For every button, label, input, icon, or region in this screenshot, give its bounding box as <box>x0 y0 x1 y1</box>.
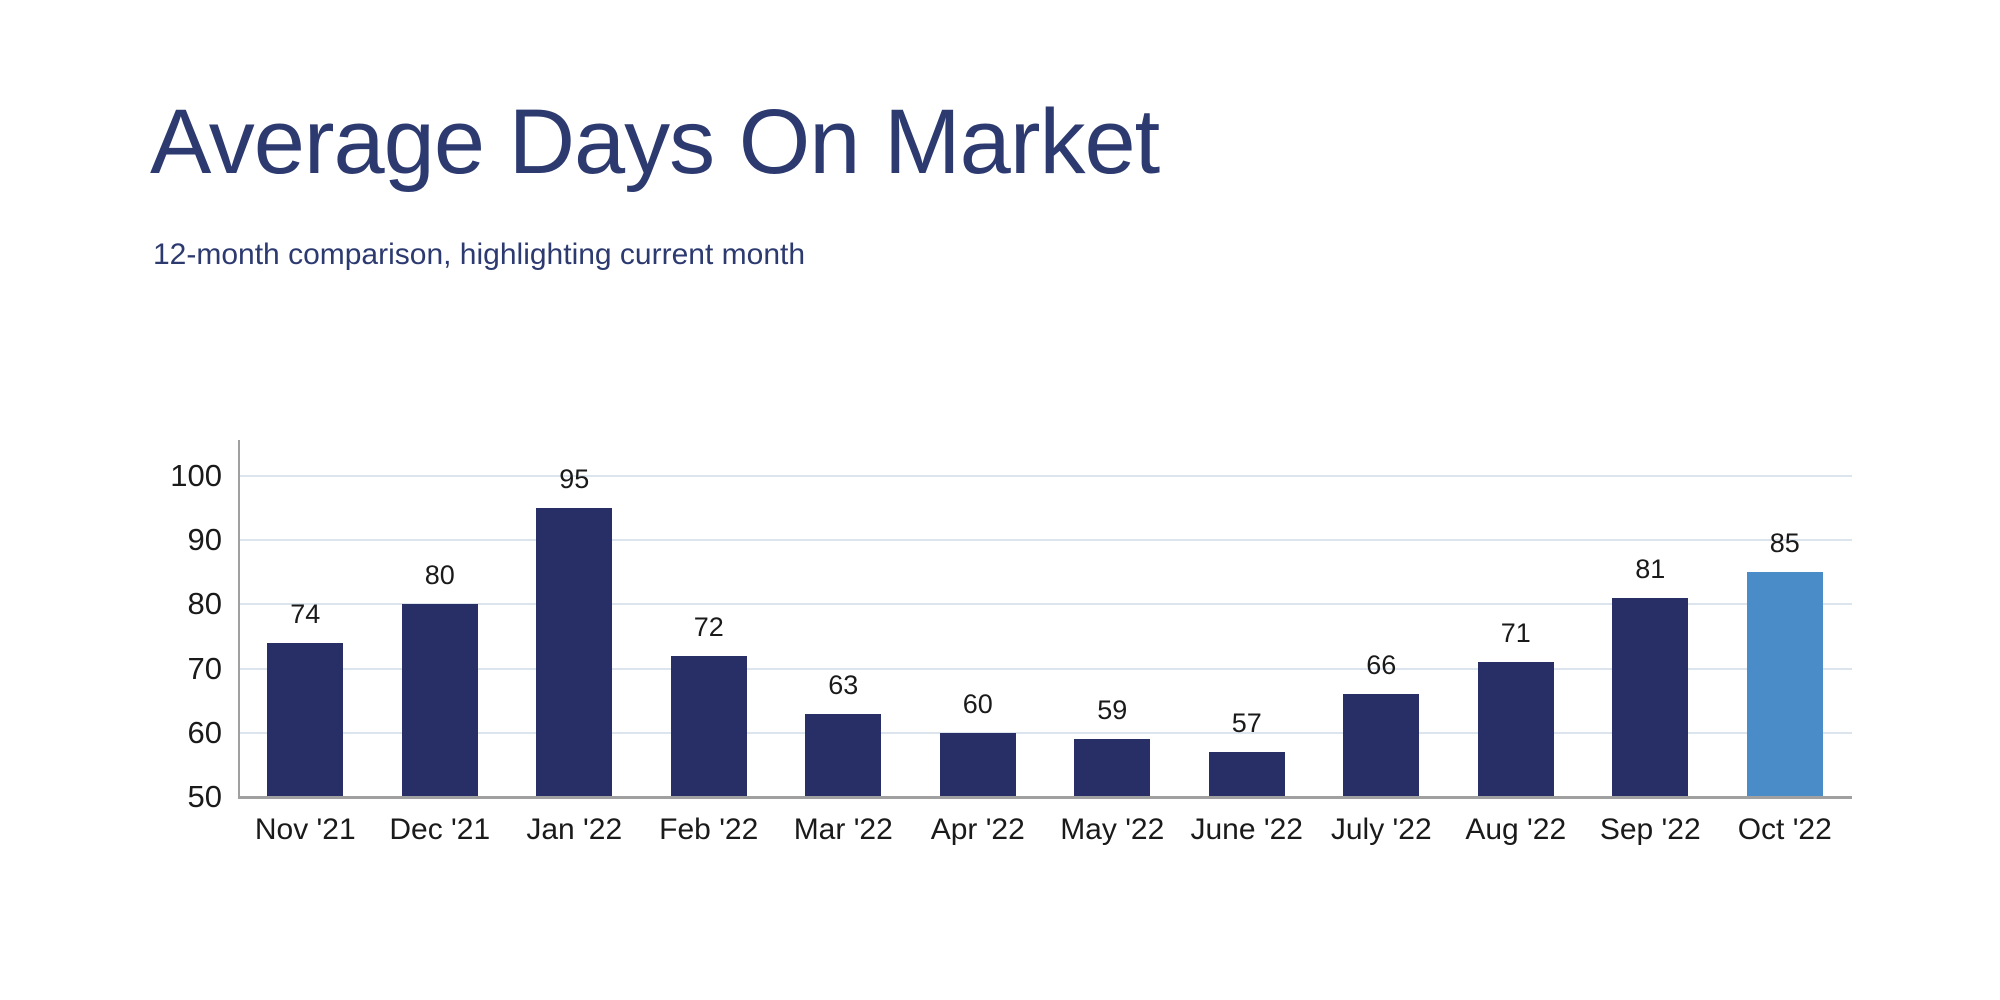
y-axis-tick-label: 100 <box>170 458 222 493</box>
y-gridline <box>238 667 1852 670</box>
bar <box>267 642 344 796</box>
x-axis-category-label: Aug '22 <box>1465 813 1567 846</box>
y-axis-line <box>238 440 240 799</box>
y-axis-tick-label: 70 <box>187 650 222 686</box>
bar-value-label: 85 <box>1769 528 1800 559</box>
bar-value-label: 72 <box>693 611 724 642</box>
bar <box>939 732 1016 796</box>
bar-value-label: 63 <box>828 669 859 700</box>
x-axis-category-label: May '22 <box>1060 813 1165 846</box>
x-axis-category-label: Dec '21 <box>389 813 491 846</box>
y-axis-tick-label: 50 <box>187 779 222 814</box>
y-axis-tick-label: 80 <box>187 586 222 622</box>
x-axis-category-label: Nov '21 <box>254 813 356 846</box>
y-gridline <box>238 731 1852 734</box>
x-axis-category-label: Feb '22 <box>659 813 759 846</box>
bar <box>805 713 882 796</box>
x-axis-category-label: Jan '22 <box>526 813 623 846</box>
bar <box>401 604 478 796</box>
bar-value-label: 59 <box>1097 695 1128 726</box>
page-title: Average Days On Market <box>150 91 1160 193</box>
bar <box>1612 597 1689 796</box>
x-axis-category-label: July '22 <box>1330 813 1432 846</box>
bar-value-label: 60 <box>962 688 993 719</box>
y-axis-tick-label: 90 <box>187 522 222 558</box>
y-axis-tick-label: 60 <box>187 714 222 750</box>
bar <box>1074 739 1151 796</box>
bar <box>536 508 613 796</box>
x-axis-line <box>238 796 1852 799</box>
bar-value-label: 57 <box>1231 708 1262 739</box>
bar <box>1208 752 1285 796</box>
bar <box>1477 662 1554 796</box>
bar-value-label: 66 <box>1366 650 1397 681</box>
bar-value-label: 80 <box>424 560 455 591</box>
y-gridline <box>238 603 1852 606</box>
bar <box>1343 694 1420 796</box>
page-subtitle: 12-month comparison, highlighting curren… <box>153 238 806 271</box>
bar-value-label: 71 <box>1500 618 1531 649</box>
x-axis-category-label: June '22 <box>1190 813 1304 846</box>
bar-value-label: 74 <box>290 598 321 629</box>
bar <box>670 655 747 796</box>
y-gridline <box>238 539 1852 542</box>
bar-value-label: 81 <box>1635 553 1666 584</box>
x-axis-category-label: Apr '22 <box>930 813 1025 846</box>
bar-current-month <box>1746 572 1823 796</box>
y-gridline <box>238 475 1852 477</box>
x-axis-category-label: Mar '22 <box>793 813 893 846</box>
x-axis-category-label: Sep '22 <box>1599 813 1701 846</box>
bar-value-label: 95 <box>559 464 590 495</box>
x-axis-category-label: Oct '22 <box>1737 813 1832 846</box>
